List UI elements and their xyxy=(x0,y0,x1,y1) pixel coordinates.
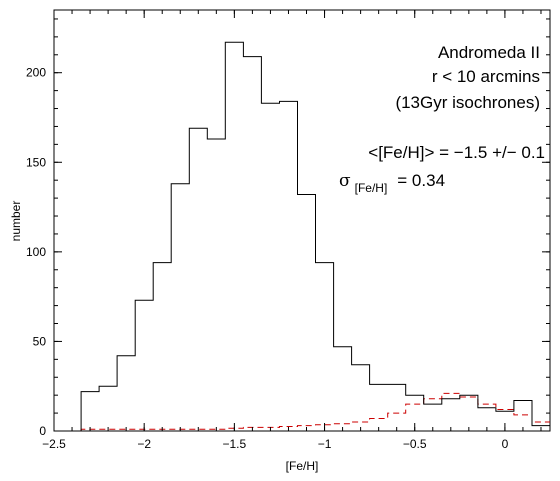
x-tick-label: −0.5 xyxy=(403,437,427,451)
x-tick-label: −1.5 xyxy=(223,437,247,451)
annotation-title: Andromeda II xyxy=(438,43,540,62)
solid-histogram xyxy=(80,41,550,431)
sigma-symbol: σ xyxy=(339,171,351,191)
annotation-dispersion: σ [Fe/H] = 0.34 xyxy=(339,171,445,196)
plot-frame xyxy=(53,9,551,432)
x-tick-label: −2 xyxy=(137,437,151,451)
x-tick-label: −2.5 xyxy=(42,437,66,451)
x-tick-label: 0 xyxy=(502,437,509,451)
y-axis-label: number xyxy=(9,201,23,242)
annotation-block: Andromeda II r < 10 arcmins (13Gyr isoch… xyxy=(339,43,545,196)
x-tick-label: −1 xyxy=(318,437,332,451)
annotation-mean-metallicity: <[Fe/H]> = −1.5 +/− 0.1 xyxy=(368,143,545,162)
y-tick-label: 150 xyxy=(26,155,46,169)
y-tick-label: 0 xyxy=(39,424,46,438)
sigma-subscript: [Fe/H] xyxy=(355,181,388,195)
x-axis-label: [Fe/H] xyxy=(286,459,319,473)
dashed-series-line xyxy=(80,392,550,431)
axis-ticks xyxy=(53,10,550,432)
y-tick-label: 50 xyxy=(33,334,47,348)
dashed-histogram xyxy=(80,392,550,431)
y-tick-label: 100 xyxy=(26,245,46,259)
solid-series-line xyxy=(80,41,550,431)
y-tick-label: 200 xyxy=(26,66,46,80)
annotation-radius: r < 10 arcmins xyxy=(432,67,540,86)
axis-tick-labels: −2.5 −2 −1.5 −1 −0.5 0 0 50 100 150 200 xyxy=(26,66,509,451)
annotation-isochrones: (13Gyr isochrones) xyxy=(395,93,540,112)
sigma-value: = 0.34 xyxy=(397,171,445,190)
